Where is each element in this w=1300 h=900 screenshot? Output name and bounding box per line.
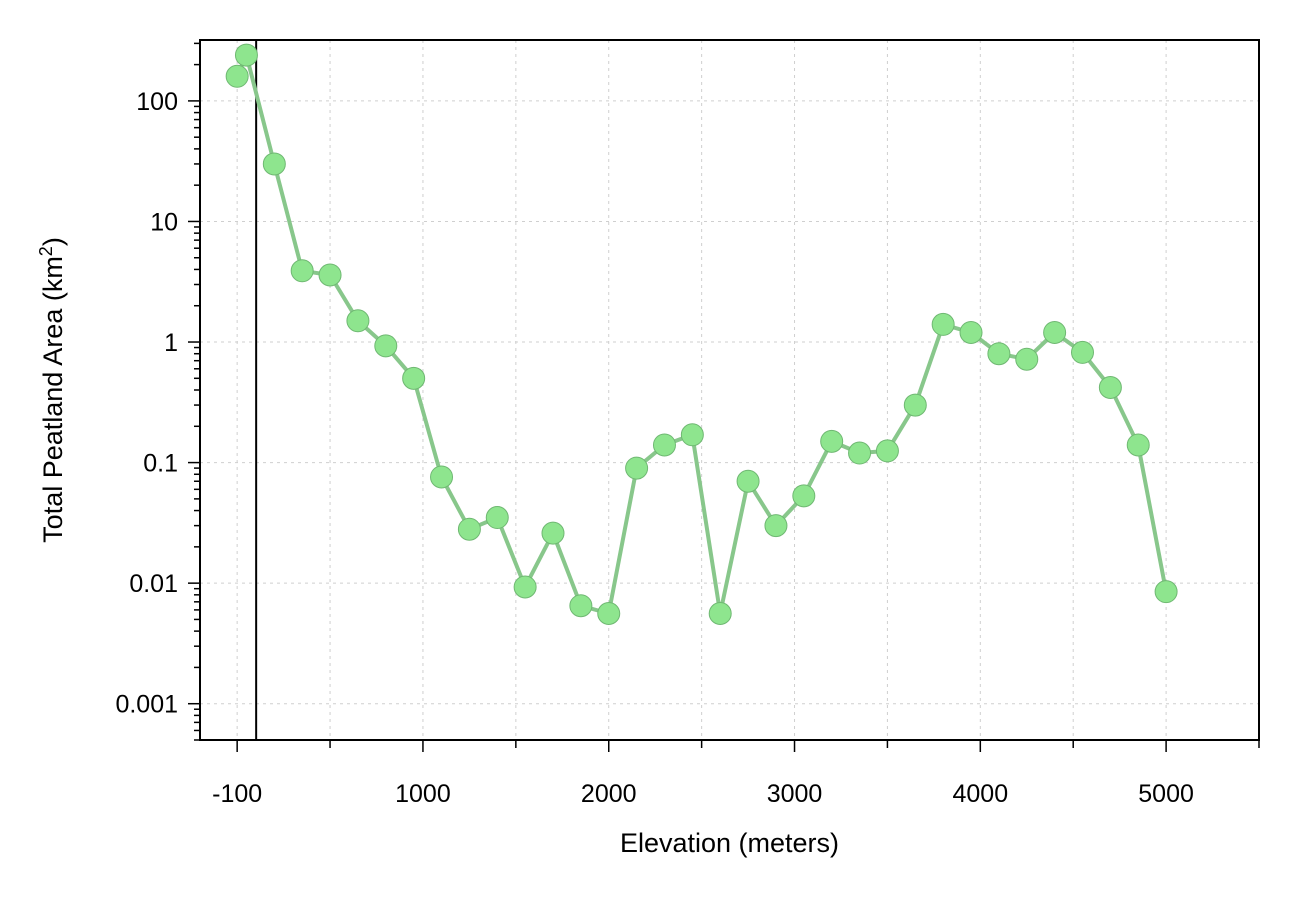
data-point: [652, 433, 676, 457]
data-point: [903, 393, 927, 417]
data-points: [225, 43, 1178, 626]
x-tick-label: 1000: [395, 780, 451, 808]
y-tick-label: 100: [136, 88, 178, 116]
data-point: [402, 366, 426, 390]
data-point: [485, 506, 509, 530]
y-axis-ticks: [188, 42, 200, 741]
data-point: [513, 575, 537, 599]
data-point: [290, 259, 314, 283]
data-point: [708, 602, 732, 626]
data-point: [1043, 320, 1067, 344]
x-tick-label: 4000: [953, 780, 1009, 808]
data-point: [625, 456, 649, 480]
y-axis-tick-labels: 0.001 0.01 0.1 1 10 100: [115, 88, 178, 719]
data-point: [1071, 340, 1094, 364]
y-axis-title-close: ): [38, 237, 68, 246]
x-tick-label: 5000: [1138, 780, 1194, 808]
y-tick-label: 0.1: [143, 450, 178, 478]
data-point: [680, 423, 704, 447]
data-point: [931, 312, 955, 336]
data-point: [875, 439, 899, 463]
data-point: [1098, 375, 1122, 399]
data-point: [262, 152, 286, 176]
x-tick-label: -100: [212, 780, 262, 808]
data-point: [1154, 580, 1178, 604]
data-point: [374, 334, 398, 358]
data-point: [225, 64, 249, 88]
data-point: [1015, 347, 1039, 371]
data-point: [569, 594, 593, 618]
x-axis-ticks: [236, 740, 1260, 752]
y-tick-label: 1: [164, 329, 178, 357]
y-axis-title: Total Peatland Area (km2): [36, 237, 68, 543]
x-axis-tick-labels: -100 1000 2000 3000 4000 5000: [212, 780, 1194, 808]
data-point: [541, 521, 565, 545]
y-tick-label: 10: [150, 208, 178, 236]
data-point: [764, 514, 788, 538]
data-point: [346, 309, 370, 333]
data-point: [1126, 433, 1150, 457]
x-axis-title: Elevation (meters): [620, 828, 839, 858]
data-point: [792, 484, 816, 508]
x-tick-label: 2000: [581, 780, 637, 808]
data-point: [457, 517, 481, 541]
data-point: [820, 429, 844, 453]
data-point: [736, 469, 760, 493]
y-axis-title-superscript: 2: [36, 246, 56, 256]
y-tick-label: 0.01: [129, 570, 178, 598]
data-point: [430, 465, 454, 489]
y-tick-label: 0.001: [115, 691, 178, 719]
x-tick-label: 3000: [767, 780, 823, 808]
data-point: [597, 602, 621, 626]
data-point: [987, 342, 1011, 366]
data-point: [318, 263, 342, 287]
y-axis-title-main: Total Peatland Area (km: [38, 256, 68, 543]
data-point: [959, 320, 983, 344]
data-point: [848, 441, 872, 465]
data-point: [234, 43, 258, 67]
